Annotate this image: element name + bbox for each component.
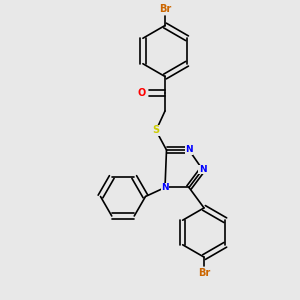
- Text: N: N: [199, 165, 206, 174]
- Text: N: N: [161, 183, 169, 192]
- Text: O: O: [138, 88, 146, 98]
- Text: Br: Br: [159, 4, 171, 14]
- Text: Br: Br: [198, 268, 210, 278]
- Text: N: N: [185, 146, 193, 154]
- Text: S: S: [152, 125, 160, 136]
